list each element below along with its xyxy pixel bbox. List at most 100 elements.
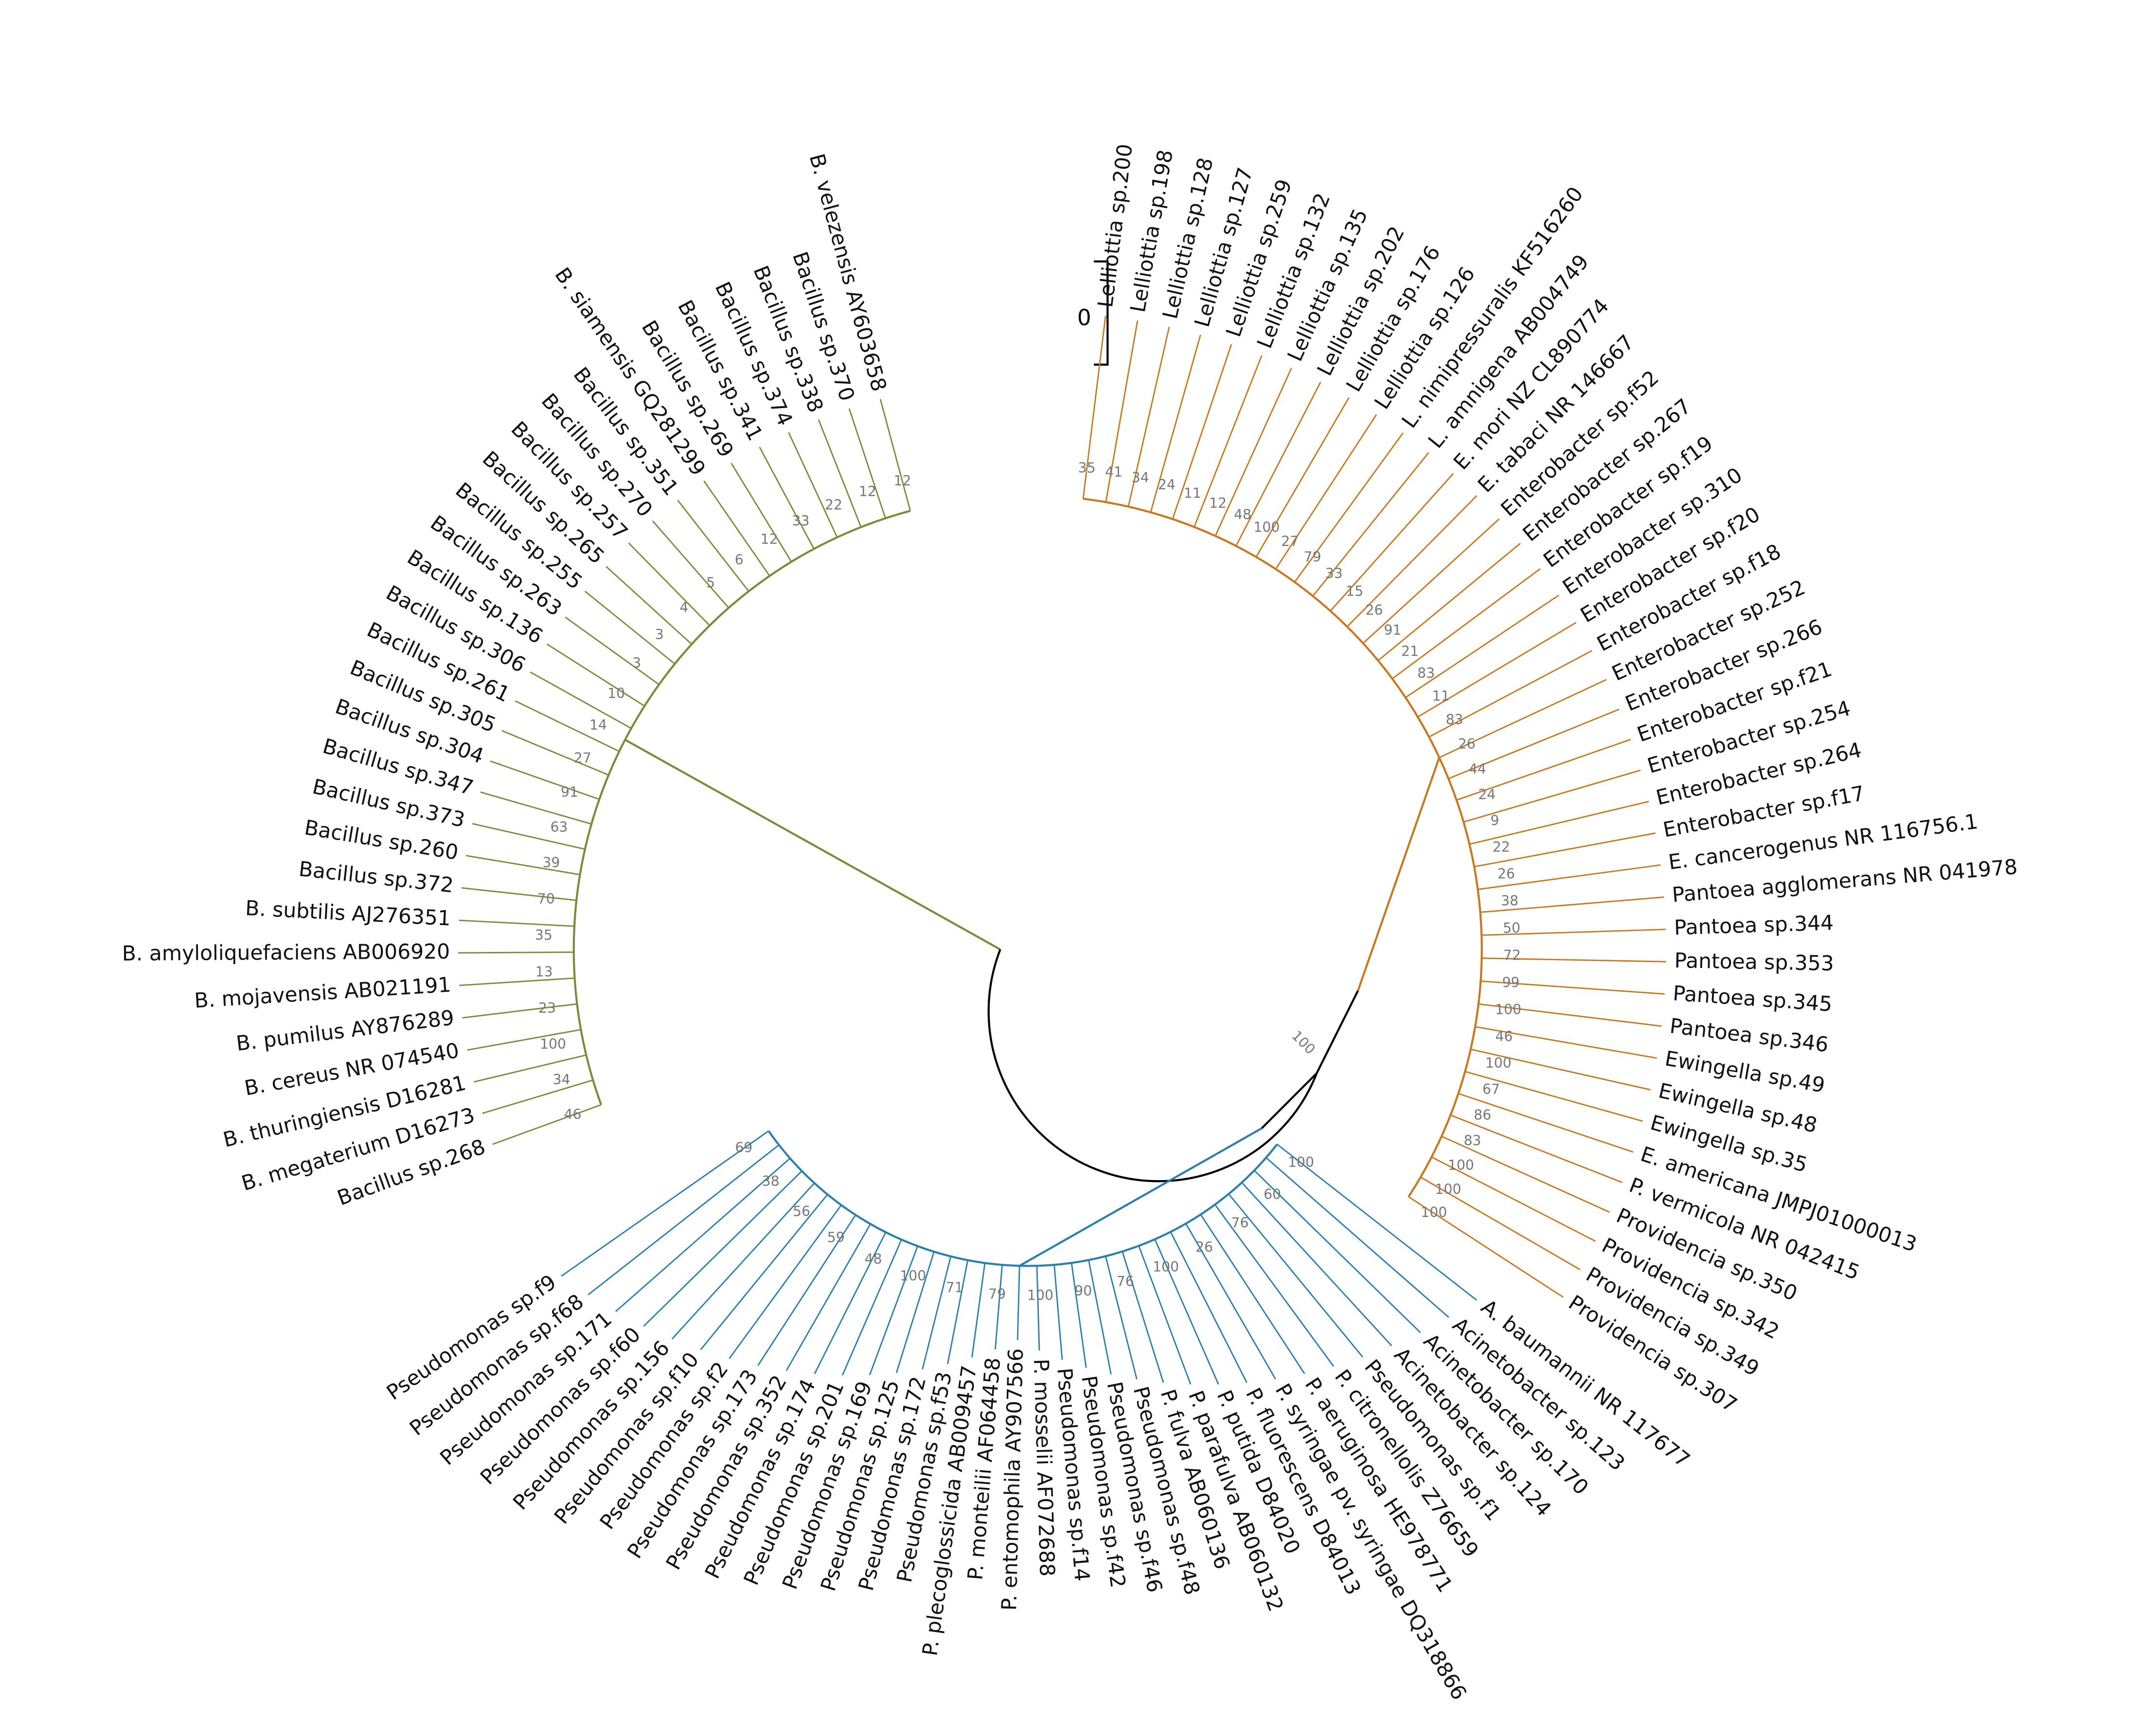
branch (1105, 320, 1139, 502)
branch (492, 1104, 602, 1145)
branch (615, 1158, 791, 1312)
bootstrap-value: 4 (679, 600, 688, 616)
bootstrap-value: 83 (1464, 1132, 1481, 1148)
bootstrap-value: 10 (607, 685, 625, 701)
branch (459, 919, 575, 927)
branch (1275, 414, 1377, 570)
branch (1428, 650, 1592, 738)
branch (1316, 990, 1359, 1074)
branch (1154, 1239, 1219, 1385)
branch (1105, 1256, 1138, 1380)
branch (1255, 397, 1350, 557)
branch (759, 447, 815, 550)
bootstrap-value: 100 (900, 1268, 926, 1284)
bootstrap-value: 48 (1234, 506, 1251, 522)
bootstrap-value: 35 (535, 927, 552, 943)
leaf-label: B. mojavensis AB021191 (194, 973, 452, 1013)
branch (841, 1239, 902, 1376)
branch (467, 1029, 581, 1051)
bootstrap-value: 13 (535, 964, 553, 980)
branch (1241, 1182, 1392, 1346)
bootstrap-value: 3 (655, 627, 664, 643)
branch (1480, 896, 1664, 913)
bootstrap-value: 26 (1195, 1239, 1213, 1255)
branch (1357, 757, 1441, 991)
branch (1214, 367, 1292, 537)
bootstrap-value: 100 (1288, 1154, 1314, 1170)
branch (1469, 801, 1649, 845)
branch (1122, 1251, 1164, 1383)
bootstrap-value: 22 (825, 497, 842, 513)
branch (1194, 355, 1263, 527)
branch (1253, 1170, 1421, 1333)
bootstrap-value: 27 (574, 750, 591, 766)
branch (1053, 1265, 1063, 1360)
branch (869, 1246, 918, 1376)
bootstrap-value: 100 (1421, 1204, 1447, 1220)
branch (1458, 1093, 1634, 1153)
branch (1261, 1072, 1318, 1129)
branch (671, 1182, 815, 1340)
branch (818, 419, 862, 528)
branch (1391, 568, 1541, 680)
bootstrap-value: 12 (1209, 495, 1227, 511)
leaf-label: B. amyloliquefaciens AB006920 (122, 940, 450, 966)
bootstrap-value: 100 (1448, 1157, 1474, 1173)
branch (1441, 1135, 1610, 1213)
leaf-label: Pantoea sp.345 (1672, 982, 1833, 1017)
bootstrap-value: 60 (1264, 1186, 1281, 1202)
branch (1456, 738, 1631, 801)
root-arc (987, 949, 1318, 1182)
branch (1150, 334, 1201, 513)
branch (472, 823, 586, 850)
bootstrap-value: 35 (1078, 460, 1096, 476)
branch (561, 1130, 769, 1277)
bootstrap-value: 27 (1281, 534, 1299, 550)
bootstrap-value: 5 (706, 574, 715, 591)
bootstrap-value: 33 (792, 513, 809, 529)
bootstrap-value: 100 (1485, 1055, 1512, 1071)
bootstrap-value: 22 (1493, 839, 1510, 855)
branch (848, 408, 886, 519)
bootstrap-value: 86 (1474, 1107, 1491, 1123)
branch (530, 671, 632, 729)
branch (1070, 1263, 1087, 1368)
branch (1478, 864, 1661, 890)
branch (1019, 1127, 1263, 1267)
branch (1405, 594, 1560, 699)
branch (461, 887, 577, 901)
bootstrap-value: 26 (1497, 866, 1515, 882)
clade-arc (572, 510, 911, 1105)
bootstrap-value: 91 (1384, 622, 1401, 638)
branch (1463, 770, 1641, 823)
branch (643, 1170, 802, 1327)
bootstrap-value: 14 (589, 717, 607, 733)
bootstrap-value: 100 (1495, 1002, 1521, 1018)
branch (1408, 1196, 1564, 1298)
branch (459, 977, 575, 986)
bootstrap-value: 83 (1446, 712, 1463, 728)
branch (1082, 315, 1106, 499)
branch (1475, 1026, 1657, 1059)
branch (1265, 1157, 1449, 1318)
bootstrap-value: 100 (1288, 1027, 1318, 1057)
branch (1127, 326, 1170, 507)
branch (546, 643, 645, 707)
bootstrap-value: 26 (1366, 602, 1383, 618)
branch (628, 542, 711, 626)
branch (785, 1223, 871, 1371)
leaf-label: Bacillus sp.372 (298, 858, 455, 898)
bootstrap-value: 59 (827, 1230, 845, 1246)
bootstrap-value: 99 (1502, 974, 1520, 990)
bootstrap-value: 76 (1117, 1273, 1134, 1290)
branch (895, 1251, 935, 1373)
bootstrap-value: 38 (762, 1173, 780, 1189)
bootstrap-value: 24 (1478, 787, 1496, 803)
bootstrap-value: 71 (946, 1280, 963, 1296)
branch (1431, 1156, 1596, 1242)
clade-arc (1083, 498, 1483, 1198)
branch (700, 1194, 828, 1350)
branch (757, 1214, 856, 1366)
bootstrap-value: 56 (793, 1203, 810, 1219)
